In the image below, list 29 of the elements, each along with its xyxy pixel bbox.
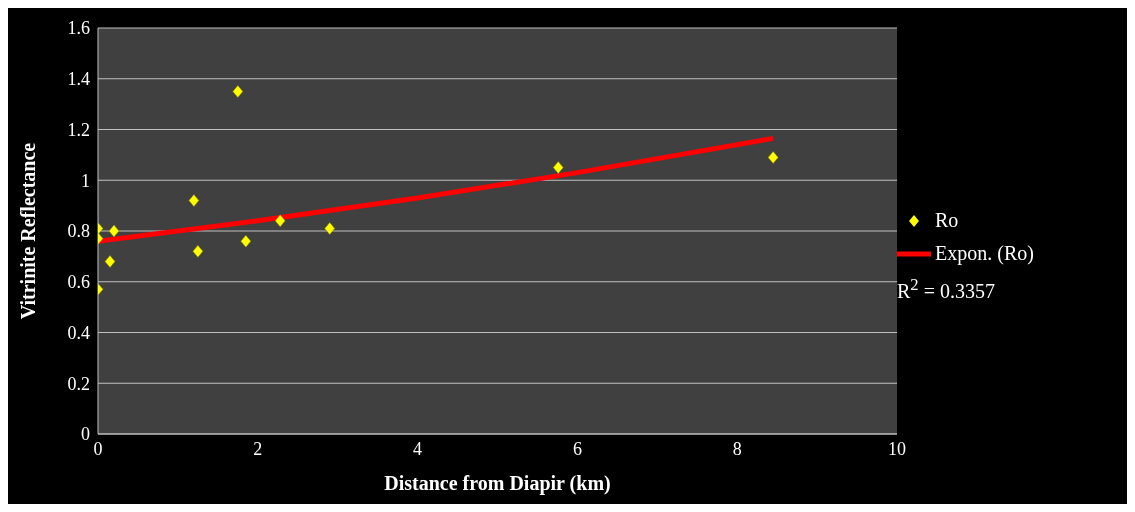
x-tick-label: 4 bbox=[413, 438, 423, 459]
point bbox=[274, 214, 286, 228]
point bbox=[104, 255, 116, 268]
y-axis-title: Vitrinite Reflectance bbox=[17, 142, 40, 320]
y-tick-label: 0.4 bbox=[67, 322, 90, 343]
x-tick-label: 2 bbox=[253, 438, 263, 459]
annotation: R$^{2}$ = 0.3357 bbox=[897, 275, 996, 303]
y-tick-label: 0.8 bbox=[67, 221, 90, 242]
y-tick-label: 1 bbox=[81, 170, 90, 191]
point bbox=[767, 151, 779, 164]
y-tick-label: 0 bbox=[81, 424, 90, 445]
y-tick-label: 1.2 bbox=[67, 119, 90, 140]
y-tick-label: 1.4 bbox=[67, 69, 90, 90]
point bbox=[108, 224, 120, 238]
point bbox=[240, 234, 252, 248]
x-tick-label: 10 bbox=[888, 438, 906, 459]
legend-label: Expon. (Ro) bbox=[935, 242, 1034, 266]
y-tick-label: 0.6 bbox=[67, 272, 90, 293]
x-tick-label: 6 bbox=[572, 438, 582, 459]
y-tick-label: 0.2 bbox=[67, 373, 90, 394]
point bbox=[188, 194, 200, 207]
point bbox=[192, 245, 204, 258]
point bbox=[232, 85, 244, 98]
x-tick-label: 8 bbox=[732, 438, 742, 459]
y-tick-label: 1.6 bbox=[67, 18, 90, 39]
point bbox=[552, 161, 564, 174]
legend-label: Ro bbox=[935, 209, 959, 233]
x-axis-title: Distance from Diapir (km) bbox=[384, 472, 611, 495]
point bbox=[324, 222, 335, 235]
